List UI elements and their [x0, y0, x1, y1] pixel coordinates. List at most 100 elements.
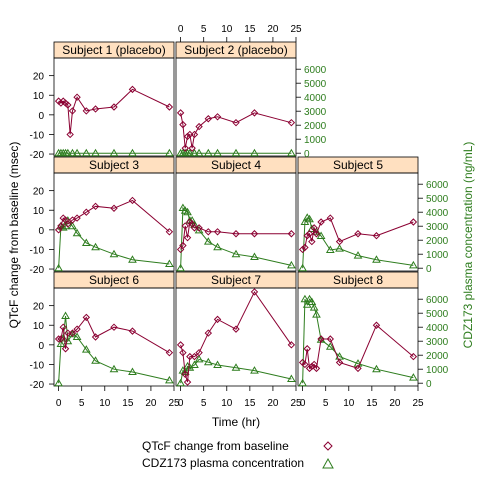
panel-subject-5: Subject 5	[297, 156, 419, 272]
qtcf-line	[58, 88, 170, 135]
conc-point	[203, 148, 213, 157]
qtcf-point	[57, 222, 65, 230]
panel-title: Subject 1 (placebo)	[62, 43, 165, 57]
qtcf-point	[250, 109, 259, 117]
panel-title: Subject 2 (placebo)	[184, 43, 287, 57]
qtcf-point	[110, 103, 118, 111]
conc-point	[109, 249, 119, 258]
qtcf-point	[213, 315, 222, 324]
conc-point	[81, 345, 91, 353]
qtcf-point	[409, 218, 418, 226]
x-top-tick-label: 0	[178, 24, 184, 35]
y-left-tick-label: 0	[38, 111, 44, 122]
x-tick-label: 0	[56, 398, 62, 409]
qtcf-point	[183, 378, 192, 386]
conc-point	[287, 148, 296, 157]
x-tick-label: 20	[389, 398, 401, 409]
conc-point	[81, 238, 91, 246]
conc-point	[190, 360, 199, 368]
qtcf-point	[183, 132, 192, 141]
conc-point	[203, 237, 213, 245]
qtcf-point	[232, 230, 240, 238]
qtcf-point	[308, 237, 316, 246]
y-right-tick-label: 6000	[304, 65, 327, 76]
conc-line	[180, 358, 292, 384]
conc-point	[203, 357, 213, 366]
qtcf-point	[181, 370, 189, 378]
qtcf-point	[204, 115, 213, 123]
conc-point	[63, 336, 73, 345]
qtcf-point	[213, 228, 222, 236]
y-left-tick-label: -20	[30, 265, 45, 276]
x-tick-label: 5	[323, 398, 329, 409]
conc-point	[213, 360, 222, 368]
conc-point	[91, 356, 100, 364]
qtcf-point	[64, 220, 72, 228]
qtcf-point	[287, 118, 296, 127]
qtcf-point	[305, 364, 314, 373]
panel-title: Subject 3	[89, 158, 139, 172]
conc-point	[353, 251, 363, 259]
conc-point	[165, 259, 174, 267]
panel-title: Subject 4	[211, 158, 261, 172]
y-axis-label-right: CDZ173 plasma concentration (ng/mL)	[461, 142, 475, 349]
conc-point	[61, 311, 70, 319]
qtcf-line	[180, 290, 292, 383]
qtcf-point	[317, 335, 325, 343]
y-left-tick-label: 10	[33, 206, 45, 217]
x-top-tick-label: 25	[290, 24, 302, 35]
conc-point	[213, 148, 222, 157]
y-right-tick-label: 6000	[426, 295, 449, 306]
x-tick-label: 25	[168, 398, 180, 409]
x-tick-label: 20	[267, 398, 279, 409]
conc-point	[309, 303, 319, 311]
conc-point	[287, 260, 296, 269]
conc-point	[194, 354, 204, 363]
x-tick-label: 5	[79, 398, 85, 409]
conc-point	[128, 255, 137, 263]
conc-point	[300, 294, 310, 303]
qtcf-point	[82, 313, 91, 322]
y-left-tick-label: 0	[38, 341, 44, 352]
conc-point	[316, 231, 326, 239]
panel-subject-2: Subject 2 (placebo)	[175, 41, 297, 157]
y-left-tick-label: 20	[33, 187, 45, 198]
y-left-tick-label: 20	[33, 72, 45, 83]
conc-point	[409, 260, 418, 269]
x-tick-label: 5	[201, 398, 207, 409]
conc-point	[250, 148, 259, 157]
qtcf-point	[73, 214, 81, 222]
conc-point	[109, 148, 119, 157]
qtcf-point	[68, 329, 77, 337]
conc-point	[72, 148, 82, 157]
x-tick-label: 25	[290, 398, 302, 409]
qtcf-point	[190, 130, 199, 139]
qtcf-line	[302, 324, 414, 370]
y-left-tick-label: -20	[30, 150, 45, 161]
y-right-tick-label: 0	[426, 264, 432, 275]
conc-point	[250, 252, 259, 260]
qtcf-point	[301, 243, 309, 252]
x-tick-label: 10	[221, 398, 233, 409]
conc-point	[372, 255, 381, 263]
conc-point	[231, 363, 241, 371]
qtcf-point	[183, 233, 192, 242]
qtcf-point	[287, 341, 296, 349]
qtcf-point	[165, 228, 174, 236]
conc-point	[287, 374, 296, 382]
y-right-tick-label: 1000	[426, 250, 449, 261]
qtcf-point	[128, 327, 137, 335]
conc-point	[213, 242, 222, 251]
qtcf-point	[73, 93, 81, 101]
panels-layer: Subject 1 (placebo) Subject 2 (placebo) Su…	[53, 41, 419, 387]
y-left-tick-label: -10	[30, 360, 45, 371]
y-right-tick-label: 3000	[426, 222, 449, 233]
panel-subject-3: Subject 3	[53, 156, 175, 272]
conc-point	[72, 228, 82, 237]
conc-point	[63, 148, 73, 157]
y-right-tick-label: 3000	[426, 337, 449, 348]
panel-subject-1: Subject 1 (placebo)	[53, 41, 175, 157]
y-left-tick-label: -10	[30, 245, 45, 256]
conc-point	[56, 339, 66, 347]
